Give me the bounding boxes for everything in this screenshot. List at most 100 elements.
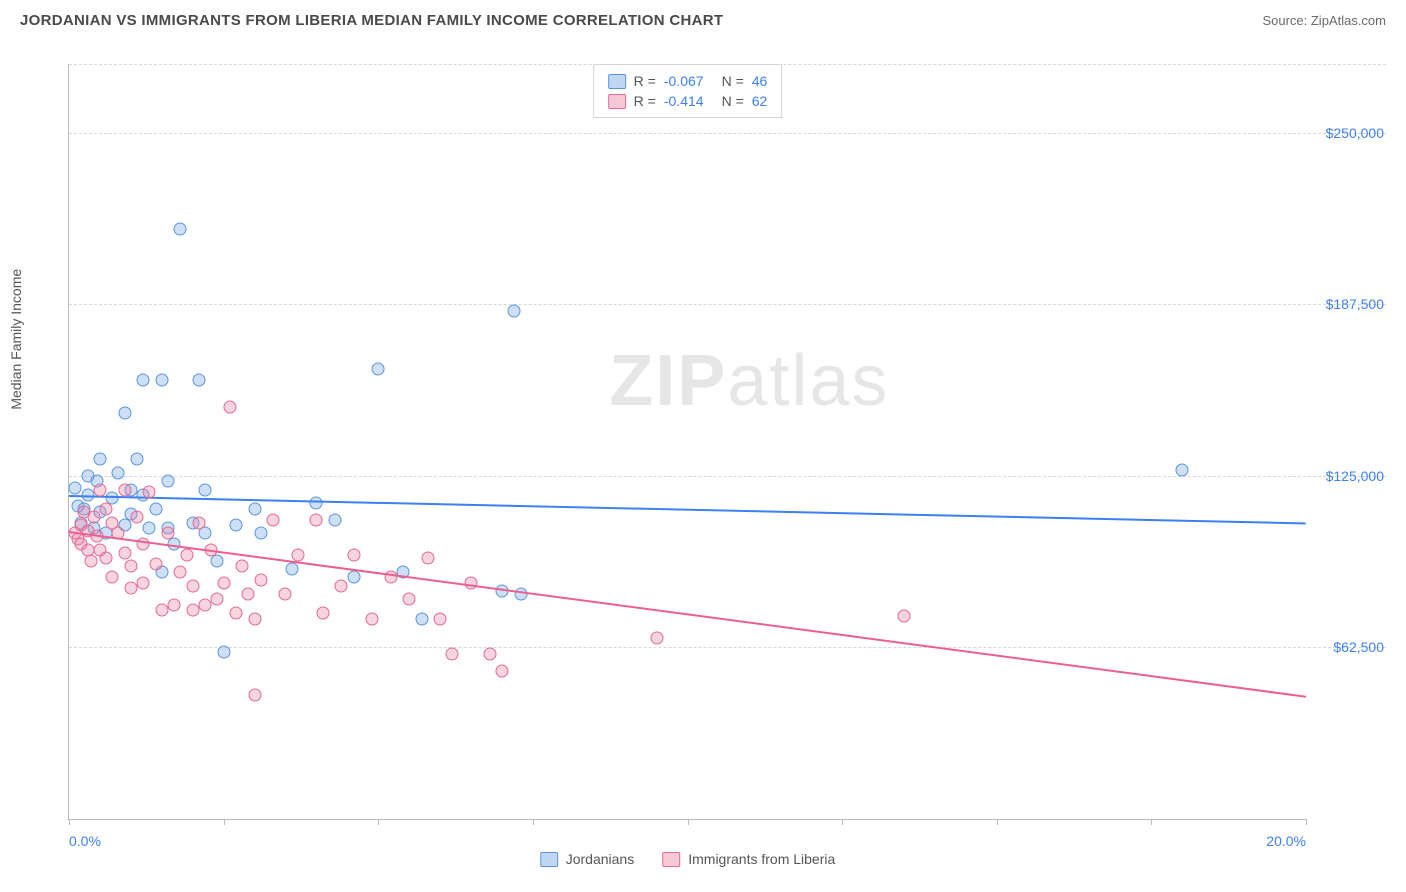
legend-n-value-1: 62 (752, 93, 768, 109)
y-tick-label: $62,500 (1333, 639, 1384, 655)
data-point (514, 587, 527, 600)
legend-swatch-blue (540, 852, 558, 867)
data-point (118, 483, 131, 496)
y-tick-label: $125,000 (1326, 468, 1384, 484)
chart-area: Median Family Income ZIPatlas R = -0.067… (20, 44, 1386, 872)
data-point (217, 576, 230, 589)
data-point (1176, 464, 1189, 477)
data-point (347, 571, 360, 584)
data-point (124, 582, 137, 595)
legend-r-value-0: -0.067 (664, 73, 704, 89)
data-point (137, 576, 150, 589)
data-point (285, 563, 298, 576)
legend-stats-row: R = -0.067 N = 46 (608, 71, 768, 91)
y-axis-label: Median Family Income (8, 269, 24, 410)
data-point (174, 565, 187, 578)
legend-n-label: N = (722, 73, 744, 89)
gridline-h (69, 647, 1386, 648)
data-point (236, 560, 249, 573)
watermark-zip: ZIP (609, 341, 727, 421)
data-point (403, 593, 416, 606)
legend-r-label: R = (634, 93, 656, 109)
legend-swatch-pink (662, 852, 680, 867)
data-point (131, 453, 144, 466)
data-point (229, 519, 242, 532)
data-point (248, 689, 261, 702)
legend-stats: R = -0.067 N = 46 R = -0.414 N = 62 (593, 64, 783, 118)
legend-n-value-0: 46 (752, 73, 768, 89)
data-point (465, 576, 478, 589)
legend-swatch-blue (608, 74, 626, 89)
data-point (161, 527, 174, 540)
data-point (93, 483, 106, 496)
legend-item: Jordanians (540, 851, 635, 867)
x-tick-mark (842, 819, 843, 825)
data-point (199, 598, 212, 611)
watermark: ZIPatlas (609, 340, 889, 422)
y-tick-label: $187,500 (1326, 296, 1384, 312)
legend-stats-row: R = -0.414 N = 62 (608, 91, 768, 111)
x-tick-mark (533, 819, 534, 825)
legend-label: Immigrants from Liberia (688, 851, 835, 867)
data-point (100, 502, 113, 515)
data-point (217, 645, 230, 658)
legend-series: Jordanians Immigrants from Liberia (540, 851, 836, 867)
watermark-atlas: atlas (727, 341, 889, 421)
data-point (131, 511, 144, 524)
data-point (248, 502, 261, 515)
data-point (279, 587, 292, 600)
x-tick-label: 20.0% (1266, 833, 1306, 849)
data-point (186, 579, 199, 592)
data-point (254, 527, 267, 540)
data-point (143, 486, 156, 499)
data-point (84, 554, 97, 567)
data-point (211, 554, 224, 567)
legend-label: Jordanians (566, 851, 635, 867)
gridline-h (69, 304, 1386, 305)
data-point (192, 516, 205, 529)
data-point (118, 406, 131, 419)
x-tick-mark (69, 819, 70, 825)
data-point (310, 497, 323, 510)
data-point (223, 401, 236, 414)
source-prefix: Source: (1262, 13, 1310, 28)
data-point (242, 587, 255, 600)
data-point (347, 549, 360, 562)
legend-item: Immigrants from Liberia (662, 851, 835, 867)
data-point (316, 607, 329, 620)
legend-r-label: R = (634, 73, 656, 89)
data-point (149, 557, 162, 570)
gridline-h (69, 476, 1386, 477)
data-point (143, 521, 156, 534)
data-point (415, 612, 428, 625)
data-point (174, 222, 187, 235)
data-point (180, 549, 193, 562)
data-point (254, 574, 267, 587)
data-point (199, 483, 212, 496)
data-point (124, 560, 137, 573)
legend-n-label: N = (722, 93, 744, 109)
chart-header: JORDANIAN VS IMMIGRANTS FROM LIBERIA MED… (0, 0, 1406, 37)
x-tick-mark (688, 819, 689, 825)
data-point (192, 373, 205, 386)
data-point (483, 648, 496, 661)
gridline-h (69, 133, 1386, 134)
data-point (155, 373, 168, 386)
data-point (650, 631, 663, 644)
data-point (186, 604, 199, 617)
data-point (149, 502, 162, 515)
data-point (229, 607, 242, 620)
source-name: ZipAtlas.com (1311, 13, 1386, 28)
data-point (366, 612, 379, 625)
source-attribution: Source: ZipAtlas.com (1262, 13, 1386, 28)
legend-r-value-1: -0.414 (664, 93, 704, 109)
data-point (508, 305, 521, 318)
data-point (335, 579, 348, 592)
data-point (310, 513, 323, 526)
data-point (267, 513, 280, 526)
data-point (199, 527, 212, 540)
data-point (106, 571, 119, 584)
chart-title: JORDANIAN VS IMMIGRANTS FROM LIBERIA MED… (20, 12, 723, 29)
data-point (118, 546, 131, 559)
x-tick-label: 0.0% (69, 833, 101, 849)
